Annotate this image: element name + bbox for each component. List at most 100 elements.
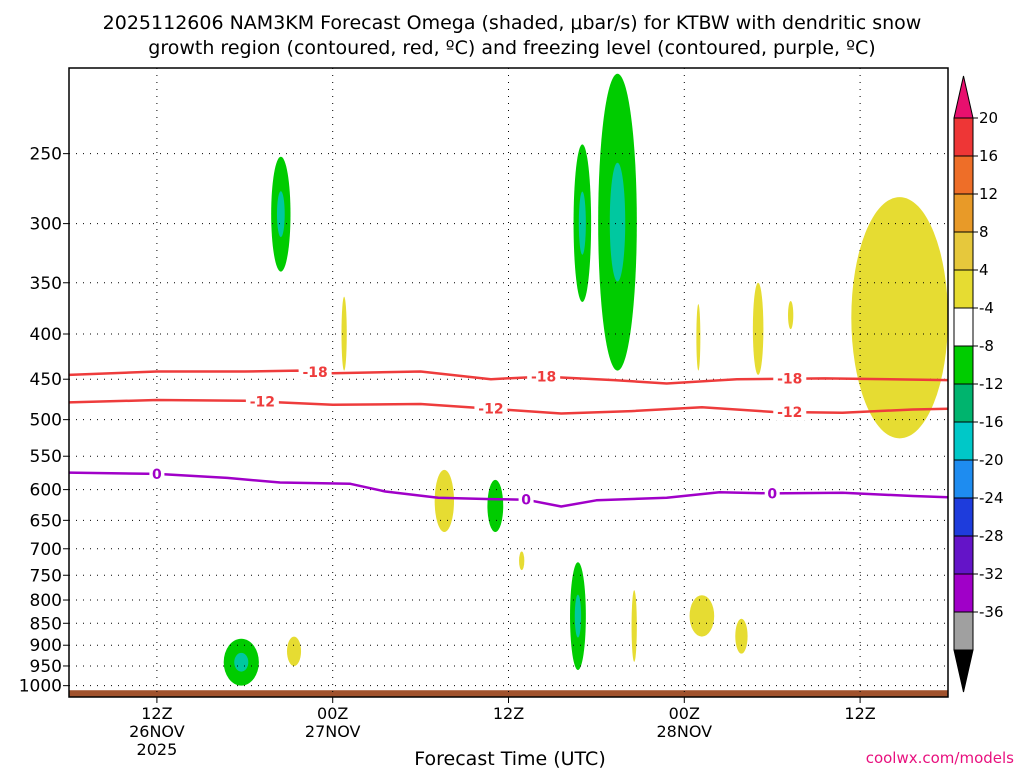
colorbar-bottom-arrow bbox=[953, 649, 974, 693]
colorbar-swatch-9 bbox=[953, 459, 974, 499]
colorbar-swatch-10 bbox=[953, 497, 974, 537]
contour-label--12-11: -12 bbox=[250, 395, 275, 411]
colorbar-label-7: -12 bbox=[979, 375, 1004, 393]
colorbar-swatch-13 bbox=[953, 611, 974, 651]
contour-label-bg--18-14 bbox=[298, 363, 332, 380]
y-tick-label-950: 950 bbox=[30, 657, 62, 677]
chart-title-line-2: growth region (contoured, red, ºC) and f… bbox=[148, 37, 875, 59]
omega-cyan-core-11 bbox=[574, 594, 582, 638]
omega-yellow-region-13 bbox=[689, 595, 715, 637]
contour-label--12-41: -12 bbox=[777, 405, 802, 421]
y-tick-label-250: 250 bbox=[30, 145, 62, 165]
colorbar-label-3: 8 bbox=[979, 223, 989, 241]
contour-label--18-41: -18 bbox=[777, 372, 802, 388]
colorbar-swatch-3 bbox=[953, 231, 974, 271]
y-tick-label-750: 750 bbox=[30, 566, 62, 586]
omega-yellow-region-6 bbox=[788, 300, 794, 330]
x-axis-label: Forecast Time (UTC) bbox=[414, 748, 605, 768]
x-tick-date-35: 28NOV bbox=[657, 722, 713, 741]
x-tick-year-5: 2025 bbox=[137, 740, 178, 759]
colorbar-swatch-8 bbox=[953, 421, 974, 461]
contour-label-bg-0-5 bbox=[149, 465, 165, 482]
colorbar-swatch-1 bbox=[953, 155, 974, 195]
contour-label--18-27: -18 bbox=[531, 370, 556, 386]
colorbar-swatch-2 bbox=[953, 193, 974, 233]
y-tick-label-450: 450 bbox=[30, 370, 62, 390]
x-tick-label-15: 00Z bbox=[317, 704, 348, 723]
colorbar-label-4: 4 bbox=[979, 261, 989, 279]
colorbar-label-1: 16 bbox=[979, 147, 998, 165]
y-tick-label-350: 350 bbox=[30, 274, 62, 294]
colorbar-label-2: 12 bbox=[979, 185, 998, 203]
credit-text: coolwx.com/models bbox=[866, 749, 1014, 767]
y-tick-label-500: 500 bbox=[30, 411, 62, 431]
contour-label-bg--12-11 bbox=[245, 393, 279, 410]
colorbar-swatch-5 bbox=[953, 307, 974, 347]
colorbar-swatch-7 bbox=[953, 383, 974, 423]
colorbar-swatch-4 bbox=[953, 269, 974, 309]
omega-cyan-core-15 bbox=[234, 652, 249, 672]
chart-title-line-1: 2025112606 NAM3KM Forecast Omega (shaded… bbox=[103, 12, 922, 34]
plot-frame bbox=[68, 67, 949, 698]
omega-cyan-core-0 bbox=[276, 191, 285, 238]
contour-label-0-26: 0 bbox=[521, 493, 531, 509]
x-tick-label-5: 12Z bbox=[141, 704, 172, 723]
contour-label-bg-0-26 bbox=[518, 491, 534, 508]
x-tick-date-15: 27NOV bbox=[305, 722, 361, 741]
colorbar-swatch-6 bbox=[953, 345, 974, 385]
contour-label--12-24: -12 bbox=[478, 402, 503, 418]
omega-green-region-9 bbox=[487, 479, 504, 532]
colorbar-label-8: -16 bbox=[979, 413, 1004, 431]
omega-yellow-region-4 bbox=[696, 304, 701, 371]
colorbar-label-10: -24 bbox=[979, 489, 1004, 507]
y-tick-label-800: 800 bbox=[30, 591, 62, 611]
omega-yellow-region-7 bbox=[851, 197, 949, 439]
colorbar-top-arrow bbox=[953, 75, 974, 119]
x-tick-date-5: 26NOV bbox=[129, 722, 185, 741]
x-tick-label-35: 00Z bbox=[669, 704, 700, 723]
omega-cyan-core-1 bbox=[578, 191, 586, 255]
contour-line--12 bbox=[68, 398, 949, 415]
contour-label-0-40: 0 bbox=[767, 486, 777, 502]
colorbar-swatch-0 bbox=[953, 117, 974, 157]
y-tick-label-1000: 1000 bbox=[19, 677, 62, 697]
plot-area bbox=[69, 68, 948, 697]
x-tick-label-25: 12Z bbox=[493, 704, 524, 723]
x-tick-label-45: 12Z bbox=[844, 704, 875, 723]
y-tick-label-650: 650 bbox=[30, 511, 62, 531]
y-tick-label-600: 600 bbox=[30, 481, 62, 501]
y-tick-label-850: 850 bbox=[30, 614, 62, 634]
y-tick-label-700: 700 bbox=[30, 540, 62, 560]
omega-yellow-region-14 bbox=[735, 618, 748, 654]
colorbar-label-11: -28 bbox=[979, 527, 1004, 545]
terrain-ground bbox=[69, 690, 948, 697]
colorbar-label-5: -4 bbox=[979, 299, 994, 317]
contour-line--18 bbox=[68, 369, 949, 385]
contour-label-bg--18-27 bbox=[527, 368, 561, 385]
y-tick-label-900: 900 bbox=[30, 636, 62, 656]
colorbar-label-12: -32 bbox=[979, 565, 1004, 583]
omega-yellow-region-8 bbox=[434, 469, 455, 532]
contour-label-bg--12-41 bbox=[773, 404, 807, 421]
colorbar-swatch-11 bbox=[953, 535, 974, 575]
omega-cyan-core-2 bbox=[609, 162, 626, 282]
colorbar-label-13: -36 bbox=[979, 603, 1004, 621]
contour-label--18-14: -18 bbox=[302, 365, 327, 381]
contour-label-0-5: 0 bbox=[152, 467, 162, 483]
omega-yellow-region-3 bbox=[341, 296, 347, 371]
y-tick-label-400: 400 bbox=[30, 325, 62, 345]
omega-yellow-region-16 bbox=[286, 636, 302, 666]
y-tick-label-550: 550 bbox=[30, 447, 62, 467]
colorbar-label-9: -20 bbox=[979, 451, 1004, 469]
y-tick-label-300: 300 bbox=[30, 215, 62, 235]
omega-yellow-region-12 bbox=[631, 590, 637, 662]
colorbar-label-6: -8 bbox=[979, 337, 994, 355]
colorbar-swatch-12 bbox=[953, 573, 974, 613]
contour-label-bg--18-41 bbox=[773, 370, 807, 387]
contour-label-bg--12-24 bbox=[474, 400, 508, 417]
colorbar-label-0: 20 bbox=[979, 109, 998, 127]
omega-yellow-region-5 bbox=[752, 282, 764, 375]
omega-yellow-region-10 bbox=[519, 551, 525, 571]
contour-label-bg-0-40 bbox=[764, 485, 780, 502]
